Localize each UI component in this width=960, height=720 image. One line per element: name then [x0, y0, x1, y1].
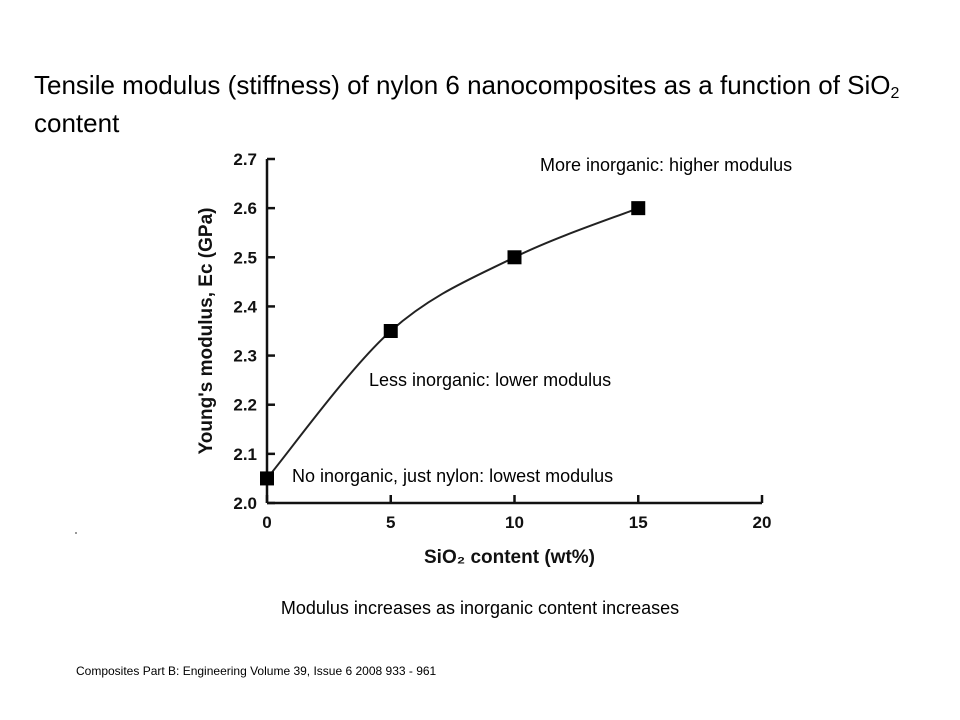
- annotation-lower-modulus: Less inorganic: lower modulus: [369, 370, 612, 390]
- x-tick-label: 0: [262, 513, 271, 532]
- stray-dot: [75, 532, 77, 534]
- y-tick-label: 2.3: [233, 347, 257, 366]
- x-tick-label: 10: [505, 513, 524, 532]
- title-subscript: 2: [890, 85, 900, 102]
- y-tick-label: 2.1: [233, 445, 257, 464]
- source-citation: Composites Part B: Engineering Volume 39…: [76, 664, 437, 678]
- x-tick-label: 20: [753, 513, 772, 532]
- x-tick-label: 15: [629, 513, 648, 532]
- data-point-marker: [507, 250, 522, 265]
- annotation-higher-modulus: More inorganic: higher modulus: [540, 155, 793, 175]
- annotation-lowest-modulus: No inorganic, just nylon: lowest modulus: [292, 466, 614, 486]
- x-tick-label: 5: [386, 513, 395, 532]
- y-axis-title: Young's modulus, Ec (GPa): [196, 208, 217, 455]
- x-axis-title: SiO₂ content (wt%): [424, 547, 595, 568]
- y-tick-label: 2.6: [233, 199, 257, 218]
- title-text-part2: content: [34, 108, 120, 138]
- y-tick-label: 2.7: [233, 150, 257, 169]
- data-point-marker: [260, 471, 274, 486]
- y-tick-label: 2.2: [233, 396, 257, 415]
- series-line: [266, 207, 639, 480]
- y-tick-label: 2.5: [233, 248, 257, 267]
- y-tick-label: 2.0: [233, 494, 257, 513]
- title-text-part1: Tensile modulus (stiffness) of nylon 6 n…: [34, 70, 891, 100]
- y-tick-label: 2.4: [233, 297, 257, 316]
- slide-title: Tensile modulus (stiffness) of nylon 6 n…: [34, 66, 914, 142]
- slide-caption: Modulus increases as inorganic content i…: [280, 598, 680, 618]
- data-point-marker: [631, 201, 646, 216]
- data-point-marker: [383, 324, 398, 338]
